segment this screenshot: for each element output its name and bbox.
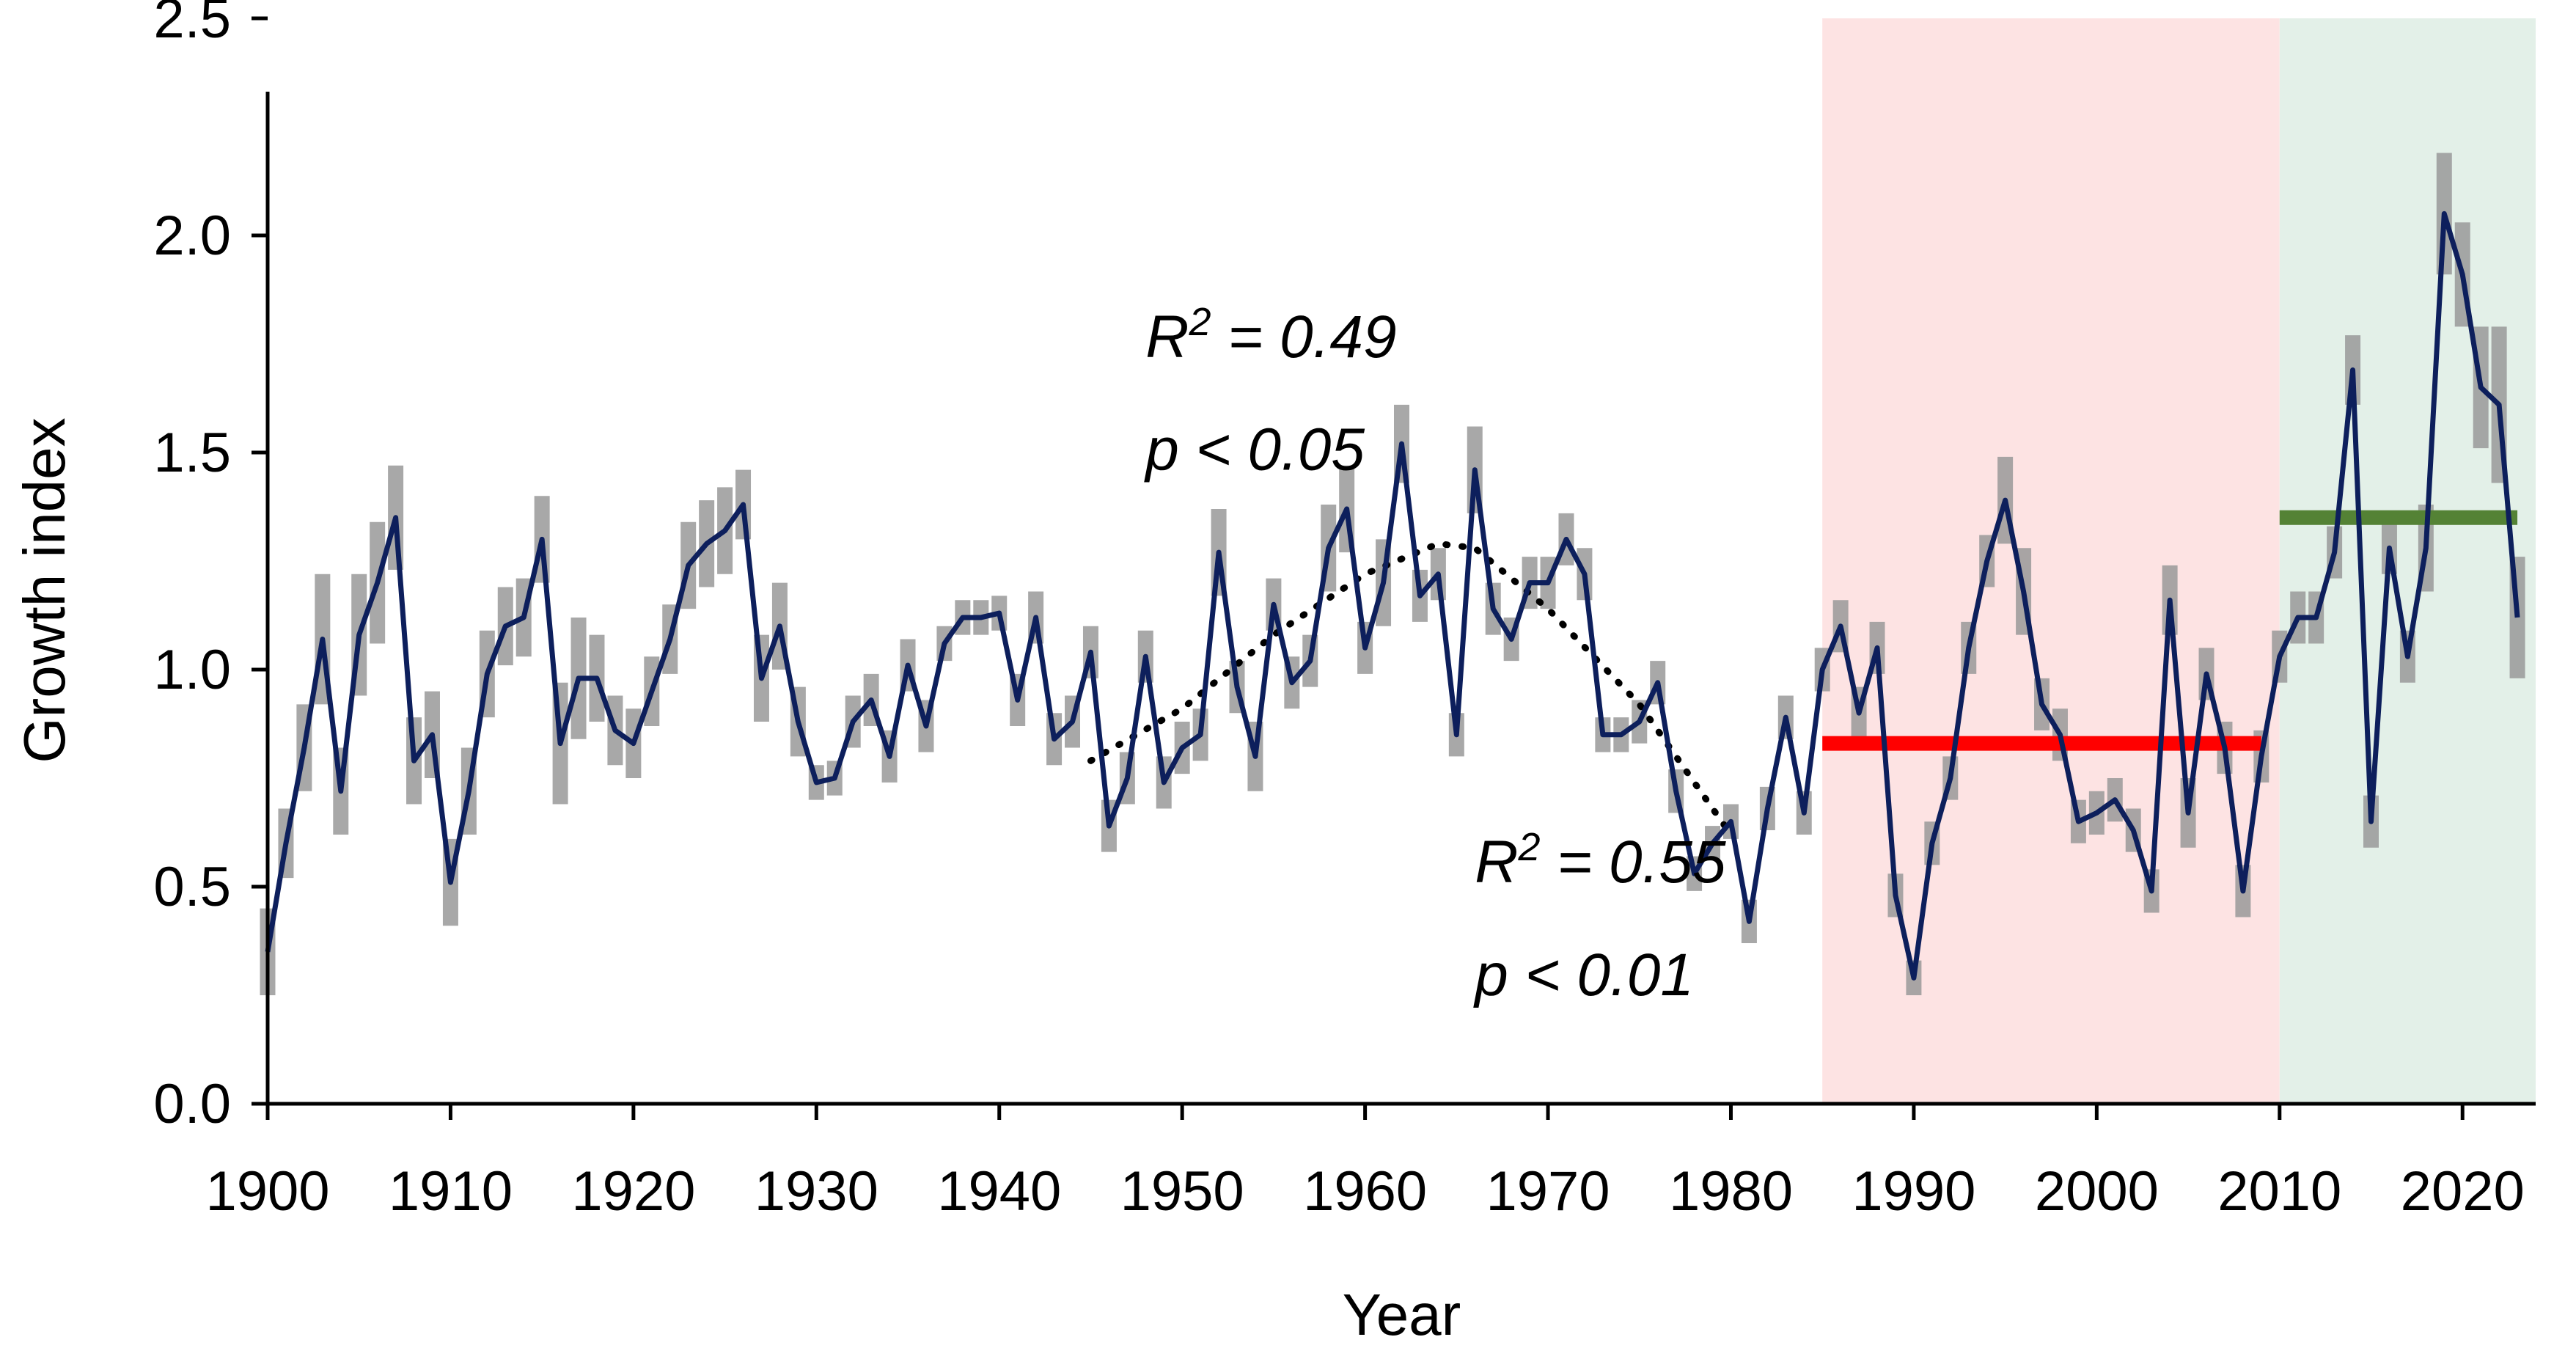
period-mean-lines — [1822, 510, 2518, 751]
y-tick-label-1.5: 1.5 — [153, 422, 231, 484]
data-line — [265, 210, 2520, 981]
axes — [265, 92, 2536, 1106]
y-tick-label-0.0: 0.0 — [153, 1073, 231, 1135]
shaded-period-red — [1822, 18, 2280, 1104]
x-tick-label-1900: 1900 — [205, 1160, 329, 1223]
x-tick-label-2010: 2010 — [2217, 1160, 2341, 1223]
y-tick-label-2.5: 2.5 — [153, 0, 231, 50]
annotation-r2-second: R2 = 0.55 — [1475, 825, 1726, 895]
quadratic-trend-path — [1087, 540, 1734, 838]
x-tick-label-1930: 1930 — [755, 1160, 878, 1223]
annotation-p-first: p < 0.05 — [1143, 417, 1365, 483]
x-tick-label-1920: 1920 — [571, 1160, 695, 1223]
x-tick-label-2000: 2000 — [2035, 1160, 2159, 1223]
x-tick-label-1970: 1970 — [1486, 1160, 1610, 1223]
x-tick-label-1960: 1960 — [1303, 1160, 1427, 1223]
shaded-periods — [1822, 18, 2536, 1104]
x-tick-label-2020: 2020 — [2401, 1160, 2525, 1223]
series-line-growth-index — [265, 210, 2520, 981]
trend-line — [1087, 540, 1734, 838]
y-tick-label-1.0: 1.0 — [153, 639, 231, 701]
annotation-r2-first: R2 = 0.49 — [1145, 300, 1396, 370]
x-tick-label-1950: 1950 — [1120, 1160, 1244, 1223]
x-tick-label-1910: 1910 — [389, 1160, 513, 1223]
y-tick-label-0.5: 0.5 — [153, 856, 231, 918]
x-tick-label-1980: 1980 — [1669, 1160, 1793, 1223]
x-tick-label-1990: 1990 — [1852, 1160, 1975, 1223]
shaded-period-green — [2279, 18, 2536, 1104]
annotations: R2 = 0.49 p < 0.05 R2 = 0.55 p < 0.01 — [1143, 300, 1726, 1008]
tick-labels: 0.0 0.5 1.0 1.5 2.0 2.5 1900 1910 1920 1930 1940 19… — [153, 0, 2524, 1223]
y-axis-title: Growth index — [12, 417, 77, 763]
y-tick-label-2.0: 2.0 — [153, 205, 231, 267]
annotation-p-second: p < 0.01 — [1472, 942, 1694, 1008]
x-tick-label-1940: 1940 — [937, 1160, 1061, 1223]
x-axis-title: Year — [1343, 1282, 1461, 1347]
